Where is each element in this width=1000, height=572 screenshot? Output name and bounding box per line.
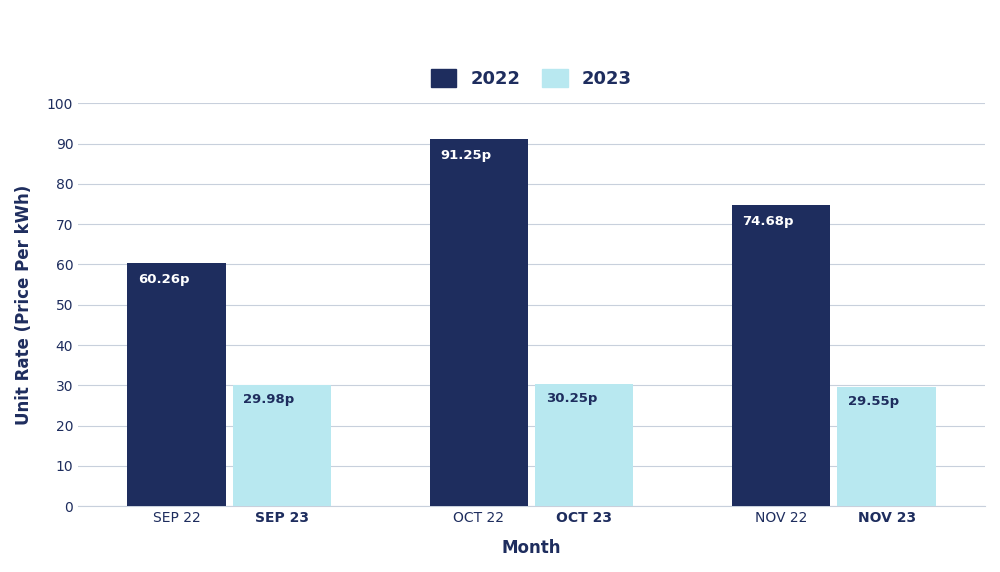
Text: 29.55p: 29.55p bbox=[848, 395, 899, 408]
Text: 74.68p: 74.68p bbox=[742, 216, 794, 228]
Bar bbox=[837, 387, 936, 506]
Y-axis label: Unit Rate (Price Per kWh): Unit Rate (Price Per kWh) bbox=[15, 185, 33, 425]
Text: 29.98p: 29.98p bbox=[243, 394, 295, 407]
Text: 30.25p: 30.25p bbox=[546, 392, 597, 406]
X-axis label: Month: Month bbox=[502, 539, 561, 557]
Bar bbox=[535, 384, 633, 506]
Bar bbox=[430, 138, 528, 506]
Bar bbox=[732, 205, 830, 506]
Text: 91.25p: 91.25p bbox=[440, 149, 491, 162]
Bar bbox=[233, 386, 331, 506]
Legend: 2022, 2023: 2022, 2023 bbox=[422, 60, 641, 97]
Text: 60.26p: 60.26p bbox=[138, 273, 189, 287]
Bar bbox=[127, 264, 226, 506]
